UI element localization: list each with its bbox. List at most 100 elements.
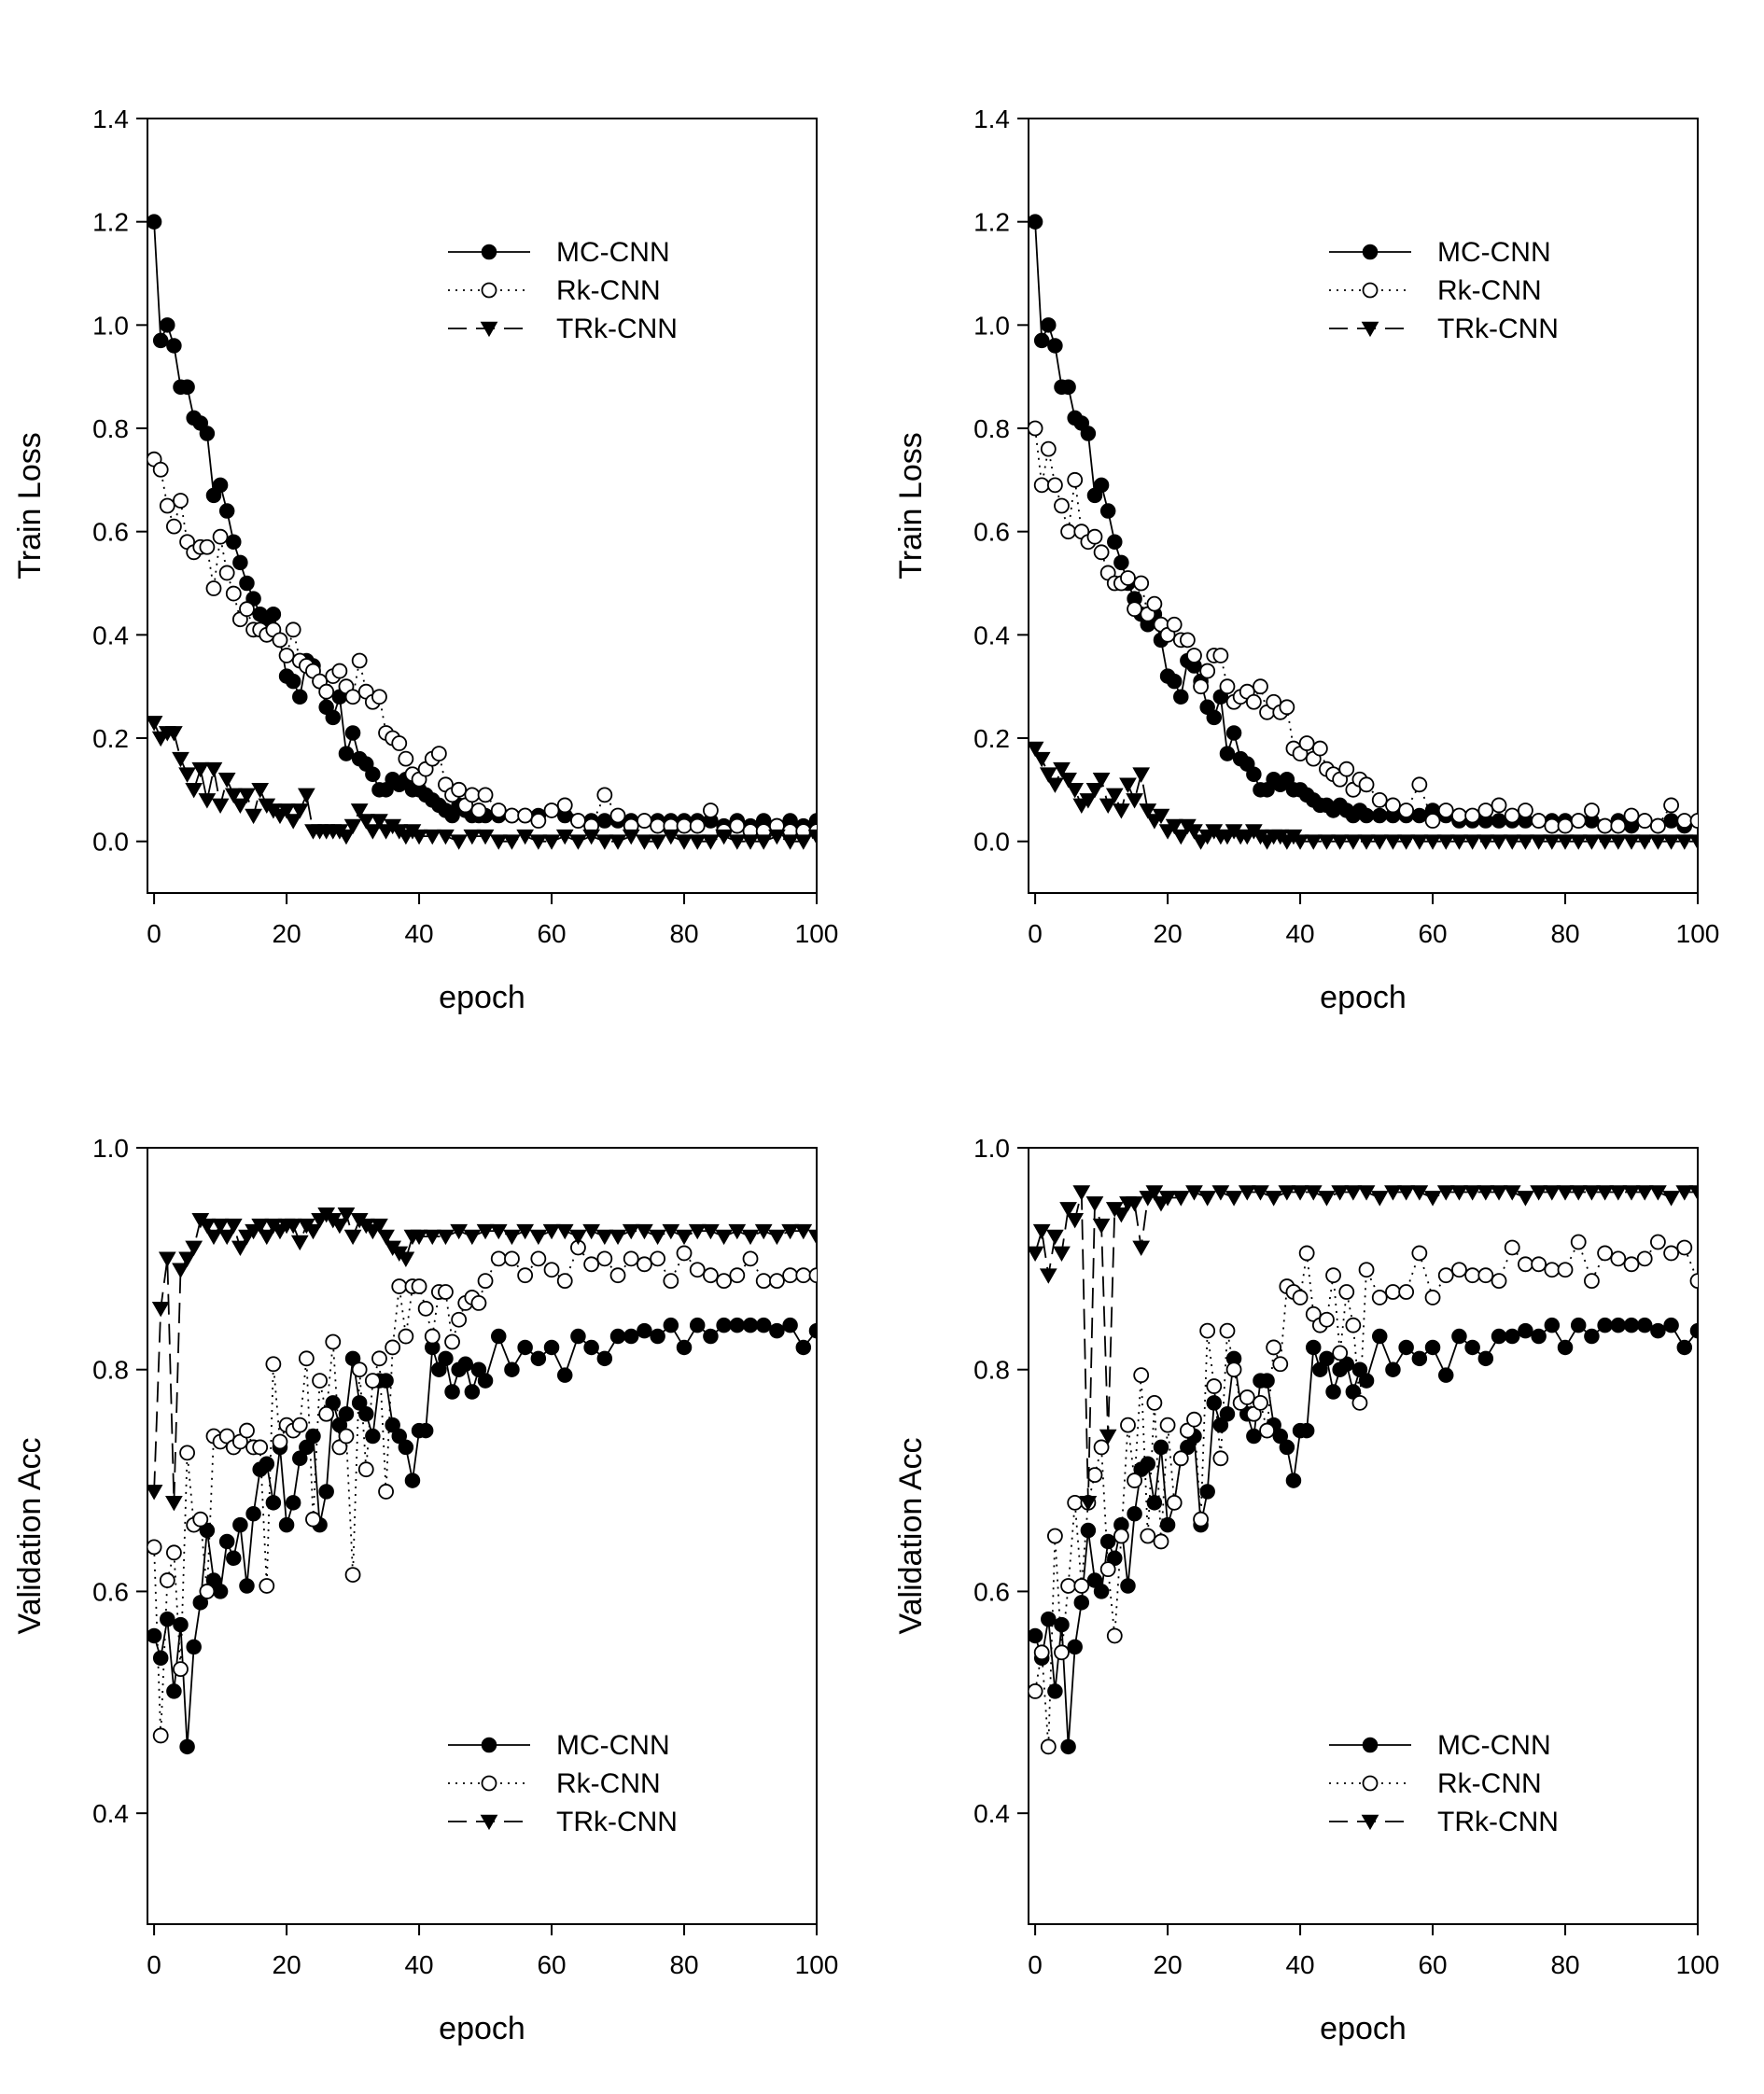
x-tick-label: 0 — [1028, 919, 1043, 948]
data-point — [729, 817, 746, 834]
data-point — [609, 1267, 626, 1284]
data-point — [1319, 1311, 1335, 1328]
data-point — [596, 787, 613, 803]
data-point — [1266, 1339, 1282, 1356]
data-point — [703, 1328, 719, 1345]
data-point — [285, 621, 301, 638]
data-point — [1312, 1361, 1328, 1377]
data-point — [1059, 772, 1077, 789]
data-point — [1517, 834, 1534, 850]
data-point — [1398, 1284, 1415, 1300]
y-tick-label: 0.6 — [973, 1577, 1010, 1606]
data-point — [285, 673, 301, 690]
data-point — [218, 565, 235, 581]
data-point — [1437, 1267, 1454, 1284]
x-tick-label: 100 — [795, 1950, 839, 1979]
data-point — [179, 1445, 195, 1461]
data-point — [1371, 807, 1388, 824]
y-tick-label: 0.8 — [973, 414, 1010, 443]
data-point — [1504, 1328, 1520, 1345]
data-point — [1650, 817, 1666, 834]
data-point — [1291, 1185, 1309, 1201]
data-point — [1219, 678, 1236, 695]
data-point — [504, 1361, 520, 1377]
data-point — [530, 1350, 547, 1367]
data-point — [1676, 1339, 1693, 1356]
y-tick-label: 0.8 — [92, 414, 129, 443]
data-point — [147, 1627, 162, 1644]
data-point — [166, 338, 182, 354]
data-point — [231, 798, 249, 815]
data-point — [278, 1516, 295, 1533]
legend-item-trk-cnn: TRk-CNN — [1329, 314, 1559, 344]
series-rk-cnn — [147, 451, 817, 839]
data-point — [1099, 1533, 1116, 1550]
data-point — [1584, 1273, 1600, 1290]
data-point — [1410, 1185, 1429, 1201]
data-point — [489, 834, 508, 850]
data-point — [1423, 1191, 1442, 1207]
data-point — [1146, 1394, 1163, 1411]
data-point — [351, 1395, 368, 1411]
data-point — [165, 1496, 183, 1512]
data-point — [676, 817, 693, 834]
data-point — [238, 788, 256, 803]
data-point — [794, 834, 813, 850]
data-point — [1663, 1245, 1680, 1262]
data-point — [1046, 1229, 1064, 1246]
data-point — [1531, 1256, 1547, 1273]
data-point — [1067, 1639, 1083, 1655]
data-point — [807, 1229, 817, 1246]
data-point — [364, 824, 382, 840]
data-point — [1093, 477, 1110, 494]
x-tick-label: 60 — [1418, 919, 1447, 948]
data-point — [1279, 699, 1295, 716]
data-point — [689, 817, 706, 834]
data-point — [1127, 601, 1142, 618]
data-point — [1179, 632, 1196, 649]
y-axis-title: Validation Acc — [893, 1437, 929, 1634]
data-point — [1206, 1395, 1223, 1411]
data-point — [1689, 813, 1698, 829]
legend-label: MC-CNN — [1437, 1730, 1551, 1761]
data-point — [351, 1361, 368, 1378]
legend: MC-CNN Rk-CNN TRk-CNN — [448, 1730, 678, 1837]
y-tick-label: 0.0 — [973, 828, 1010, 857]
data-point — [1384, 834, 1402, 850]
data-point — [1165, 818, 1183, 835]
data-point — [470, 803, 487, 818]
data-point — [1219, 1322, 1236, 1339]
data-point — [609, 834, 627, 850]
data-point — [1199, 1484, 1215, 1500]
series-rk-cnn — [147, 1239, 817, 1744]
data-point — [1029, 741, 1044, 758]
data-point — [1597, 817, 1614, 834]
legend-marker — [481, 244, 497, 260]
data-point — [1199, 1322, 1216, 1339]
data-point — [152, 1727, 169, 1744]
data-point — [1318, 1191, 1336, 1207]
plot-frame — [1028, 118, 1699, 894]
data-point — [1225, 1191, 1243, 1207]
data-point — [1490, 834, 1508, 850]
series-mc-cnn — [1029, 1317, 1698, 1755]
data-point — [391, 735, 408, 751]
data-point — [172, 751, 189, 768]
y-tick-label: 0.6 — [973, 518, 1010, 547]
data-point — [331, 663, 348, 679]
data-point — [1544, 1262, 1561, 1278]
legend-label: MC-CNN — [556, 1730, 670, 1761]
data-point — [1053, 761, 1071, 778]
data-point — [1039, 767, 1057, 783]
y-tick-label: 0.4 — [973, 621, 1010, 649]
data-point — [410, 829, 428, 845]
x-tick-label: 20 — [273, 919, 301, 948]
data-point — [451, 781, 468, 798]
data-point — [173, 1661, 189, 1678]
data-point — [218, 1533, 235, 1550]
data-point — [192, 1511, 209, 1528]
data-point — [1530, 1185, 1547, 1201]
data-point — [1238, 1185, 1256, 1201]
data-point — [365, 766, 381, 782]
data-point — [795, 1267, 812, 1284]
